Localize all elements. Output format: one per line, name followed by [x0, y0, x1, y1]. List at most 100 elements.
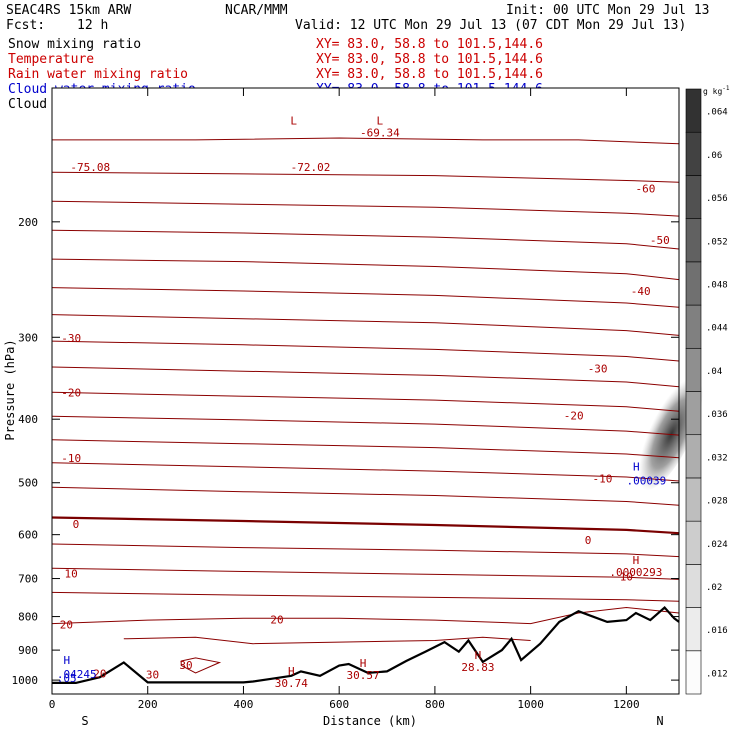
isotherm [51, 258, 680, 281]
x-tick-label: 0 [49, 698, 56, 711]
extremum-marker: L [377, 114, 384, 127]
temperature-label: 10 [65, 568, 78, 581]
extremum-value: 28.83 [461, 661, 494, 674]
cloud-water-value: .00039 [626, 475, 666, 488]
colorbar-label: .036 [706, 410, 728, 420]
x-tick-label: 1000 [517, 698, 544, 711]
temperature-label: -30 [61, 332, 81, 345]
colorbar-label: .064 [706, 108, 728, 118]
colorbar-cell [685, 261, 702, 306]
colorbar-label: .012 [706, 669, 728, 679]
isotherm [51, 391, 680, 412]
x-axis-right-end: N [656, 714, 663, 728]
y-tick-label: 1000 [12, 674, 39, 687]
plot-frame-bg [52, 88, 679, 694]
field-xy: XY= 83.0, 58.8 to 101.5,144.6 [316, 37, 543, 52]
init-time: Init: 00 UTC Mon 29 Jul 13 [506, 3, 710, 18]
temperature-label: 20 [60, 618, 73, 631]
colorbar-cell [685, 175, 702, 219]
cloud-water-value: .04245 [57, 668, 97, 681]
colorbar-label: .044 [706, 324, 728, 334]
colorbar-cell [685, 520, 702, 565]
y-tick-label: 400 [18, 413, 38, 426]
isotherm [51, 543, 680, 558]
temperature-label: 30 [146, 669, 159, 682]
colorbar-cell [685, 218, 702, 263]
temperature-label: -10 [592, 473, 612, 486]
fcst-label: Fcst: [6, 18, 45, 33]
temperature-label: -20 [564, 410, 584, 423]
extremum-marker: H [360, 657, 367, 670]
colorbar-label: .016 [706, 626, 728, 636]
x-tick-label: 800 [425, 698, 445, 711]
x-tick-label: 200 [138, 698, 158, 711]
x-tick-label: 600 [329, 698, 349, 711]
colorbar-label: .056 [706, 194, 728, 204]
isotherm [51, 366, 680, 388]
extremum-marker: H [475, 649, 482, 662]
field-name: Temperature [8, 52, 94, 67]
isotherm [51, 415, 680, 436]
colorbar-cell [685, 564, 702, 608]
valid-time: Valid: 12 UTC Mon 29 Jul 13 (07 CDT Mon … [295, 18, 686, 33]
temperature-label: -75.08 [70, 161, 110, 174]
colorbar-label: .032 [706, 453, 728, 463]
isotherm [51, 287, 680, 308]
isotherm [51, 229, 680, 250]
temperature-label: -20 [61, 386, 81, 399]
colorbar-units: g kg-1 [703, 85, 730, 96]
extremum-marker: H [633, 554, 640, 567]
extremum-marker: H [288, 665, 295, 678]
isotherm [51, 439, 680, 459]
isotherm [51, 591, 680, 602]
colorbar-label: .048 [706, 280, 728, 290]
temperature-label: -72.02 [291, 161, 331, 174]
cloud-water-label: .05 [57, 672, 77, 685]
y-tick-label: 600 [18, 529, 38, 542]
colorbar-cell [685, 347, 702, 392]
isotherm [123, 636, 531, 645]
isotherm [51, 516, 680, 535]
plot-frame [51, 87, 680, 695]
cloud-water-marker: H [633, 461, 640, 474]
extremum-marker: L [290, 114, 297, 127]
terrain-line [52, 605, 680, 685]
temperature-label: 20 [93, 667, 106, 680]
colorbar-label: .04 [706, 367, 722, 377]
colorbar-cell [685, 391, 702, 436]
colorbar-label: .028 [706, 497, 728, 507]
temperature-label: -60 [636, 183, 656, 196]
y-tick-label: 800 [18, 611, 38, 624]
field-name: Rain water mixing ratio [8, 67, 188, 82]
extremum-value: .0000293 [609, 566, 662, 579]
x-tick-label: 1200 [613, 698, 640, 711]
colorbar-label: .052 [706, 237, 728, 247]
colorbar-cell [685, 607, 702, 652]
colorbar-cell [685, 650, 702, 695]
colorbar: .012 .016 .02 .024 .028 .032 .036 .04 .044 .048 .0… [685, 85, 730, 695]
y-tick-label: 700 [18, 573, 38, 586]
temperature-label: 30 [179, 659, 192, 672]
temperature-label: 0 [73, 518, 80, 531]
isotherm [51, 171, 680, 183]
y-tick-label: 300 [18, 331, 38, 344]
temperature-label: -10 [61, 452, 81, 465]
y-tick-label: 900 [18, 644, 38, 657]
isotherm [51, 314, 680, 336]
temperature-label: -50 [650, 234, 670, 247]
y-tick-label: 200 [18, 216, 38, 229]
colorbar-cell [685, 434, 702, 479]
temperature-label: 0 [585, 534, 592, 547]
colorbar-cell [685, 131, 702, 176]
temperature-label: -40 [631, 285, 651, 298]
x-axis-left-end: S [81, 714, 88, 728]
isotherm [51, 340, 680, 362]
y-axis-title: Pressure (hPa) [3, 339, 17, 440]
isotherm [51, 567, 680, 580]
x-tick-label: 400 [234, 698, 254, 711]
center-title: NCAR/MMM [225, 3, 288, 18]
isotherm [51, 486, 680, 506]
isotherm [52, 137, 680, 145]
temperature-label: 20 [270, 613, 283, 626]
